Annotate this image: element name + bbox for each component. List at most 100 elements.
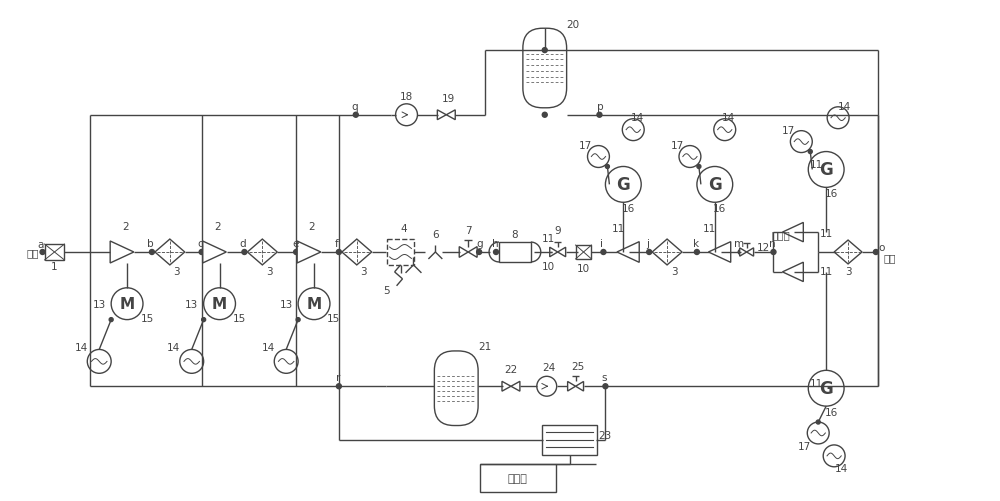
Polygon shape xyxy=(558,247,566,257)
Polygon shape xyxy=(576,382,584,391)
Text: 3: 3 xyxy=(173,267,180,277)
Text: 11: 11 xyxy=(820,267,833,277)
Text: 5: 5 xyxy=(383,285,390,295)
Text: h: h xyxy=(492,238,498,248)
Circle shape xyxy=(816,420,820,424)
Text: g: g xyxy=(477,238,483,248)
Text: G: G xyxy=(616,176,630,194)
Text: 4: 4 xyxy=(400,223,407,233)
Text: 11: 11 xyxy=(612,223,625,233)
Circle shape xyxy=(808,150,812,154)
Polygon shape xyxy=(617,242,639,263)
Circle shape xyxy=(697,165,701,169)
Text: 11: 11 xyxy=(703,223,716,233)
Polygon shape xyxy=(511,382,520,391)
Text: 废热源: 废热源 xyxy=(508,473,528,483)
Text: 22: 22 xyxy=(504,365,518,375)
Text: 冷空气: 冷空气 xyxy=(771,229,790,239)
Polygon shape xyxy=(110,241,134,264)
Text: 14: 14 xyxy=(75,343,88,353)
Text: 15: 15 xyxy=(233,313,246,323)
Text: M: M xyxy=(212,297,227,312)
Text: 24: 24 xyxy=(542,363,555,373)
Circle shape xyxy=(808,371,844,406)
Text: 14: 14 xyxy=(837,102,851,112)
Text: 11: 11 xyxy=(810,378,823,388)
Circle shape xyxy=(827,108,849,129)
Text: 12: 12 xyxy=(757,242,770,253)
Circle shape xyxy=(353,113,358,118)
Text: M: M xyxy=(306,297,322,312)
Circle shape xyxy=(542,113,547,118)
Text: 17: 17 xyxy=(798,441,811,451)
Circle shape xyxy=(738,250,743,255)
Text: 16: 16 xyxy=(825,407,838,417)
Polygon shape xyxy=(437,111,446,120)
Circle shape xyxy=(199,250,204,255)
Text: G: G xyxy=(819,379,833,397)
Text: 16: 16 xyxy=(825,189,838,199)
Circle shape xyxy=(149,250,154,255)
Circle shape xyxy=(180,350,204,374)
Circle shape xyxy=(336,384,341,389)
Circle shape xyxy=(296,318,300,322)
Text: 14: 14 xyxy=(631,113,644,123)
Text: f: f xyxy=(335,238,339,248)
Bar xyxy=(542,425,597,455)
Circle shape xyxy=(494,250,499,255)
Circle shape xyxy=(274,350,298,374)
Circle shape xyxy=(605,165,609,169)
Text: c: c xyxy=(198,238,204,248)
Text: 11: 11 xyxy=(820,228,833,238)
Text: a: a xyxy=(37,239,44,249)
Circle shape xyxy=(537,377,557,396)
Circle shape xyxy=(873,250,878,255)
Text: 10: 10 xyxy=(542,262,555,272)
Polygon shape xyxy=(155,239,185,266)
Text: i: i xyxy=(600,238,603,248)
Bar xyxy=(576,245,591,260)
Circle shape xyxy=(111,288,143,320)
Circle shape xyxy=(588,146,609,168)
Text: 11: 11 xyxy=(542,233,555,243)
Text: 8: 8 xyxy=(512,229,518,239)
Text: 6: 6 xyxy=(432,229,439,239)
Circle shape xyxy=(771,250,776,255)
Text: n: n xyxy=(769,238,776,248)
Circle shape xyxy=(109,318,113,322)
Circle shape xyxy=(242,250,247,255)
Text: 16: 16 xyxy=(622,204,635,214)
Polygon shape xyxy=(297,241,321,264)
Polygon shape xyxy=(782,263,803,282)
Circle shape xyxy=(790,131,812,153)
Polygon shape xyxy=(502,382,511,391)
Polygon shape xyxy=(203,241,226,264)
Text: r: r xyxy=(336,373,340,383)
Circle shape xyxy=(694,250,699,255)
Text: 14: 14 xyxy=(262,343,275,353)
Text: 18: 18 xyxy=(400,92,413,102)
Bar xyxy=(480,464,556,491)
Circle shape xyxy=(807,422,829,444)
Polygon shape xyxy=(446,111,455,120)
Polygon shape xyxy=(468,247,477,258)
Text: 2: 2 xyxy=(122,221,128,231)
Bar xyxy=(45,244,64,261)
Text: o: o xyxy=(878,242,884,253)
Circle shape xyxy=(40,250,45,255)
Polygon shape xyxy=(782,223,803,242)
Text: G: G xyxy=(708,176,722,194)
Circle shape xyxy=(542,49,547,54)
Text: 9: 9 xyxy=(554,225,561,235)
Text: 25: 25 xyxy=(571,362,584,372)
Circle shape xyxy=(714,120,736,141)
Text: 空气: 空气 xyxy=(26,247,39,258)
Text: 14: 14 xyxy=(834,463,848,473)
Circle shape xyxy=(647,250,652,255)
Text: 10: 10 xyxy=(577,264,590,274)
Text: 3: 3 xyxy=(360,267,367,277)
Text: p: p xyxy=(597,102,604,112)
Text: 21: 21 xyxy=(478,342,492,352)
Text: m: m xyxy=(734,238,744,248)
Circle shape xyxy=(477,250,482,255)
